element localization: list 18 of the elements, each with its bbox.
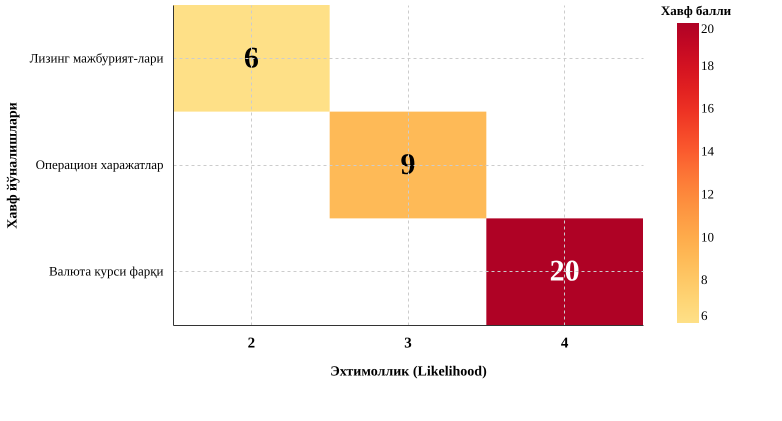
y-tick-label: Лизинг мажбурият-лари: [30, 50, 164, 66]
y-tick-label: Операцион харажатлар: [36, 157, 164, 172]
color-bar-label: 16: [701, 100, 714, 116]
legend-title: Хавф балли: [660, 3, 732, 18]
y-tick-label: Валюта курси фарқи: [48, 264, 164, 279]
color-bar-label: 10: [701, 229, 714, 244]
x-tick-label: 4: [560, 336, 569, 352]
color-bar-label: 18: [701, 58, 714, 73]
color-bar-label: 12: [701, 186, 714, 202]
color-bar-label: 8: [701, 272, 708, 288]
color-bar-label: 14: [701, 144, 714, 159]
data-label: 20: [550, 254, 580, 288]
x-axis-title: Эхтимоллик (Likelihood): [330, 364, 488, 380]
color-bar-label: 6: [701, 308, 708, 323]
x-tick-label: 3: [404, 336, 412, 352]
y-axis-title: Хавф йўналишлари: [6, 102, 21, 229]
x-tick-label: 2: [248, 336, 256, 352]
color-bar-label: 20: [701, 21, 714, 36]
